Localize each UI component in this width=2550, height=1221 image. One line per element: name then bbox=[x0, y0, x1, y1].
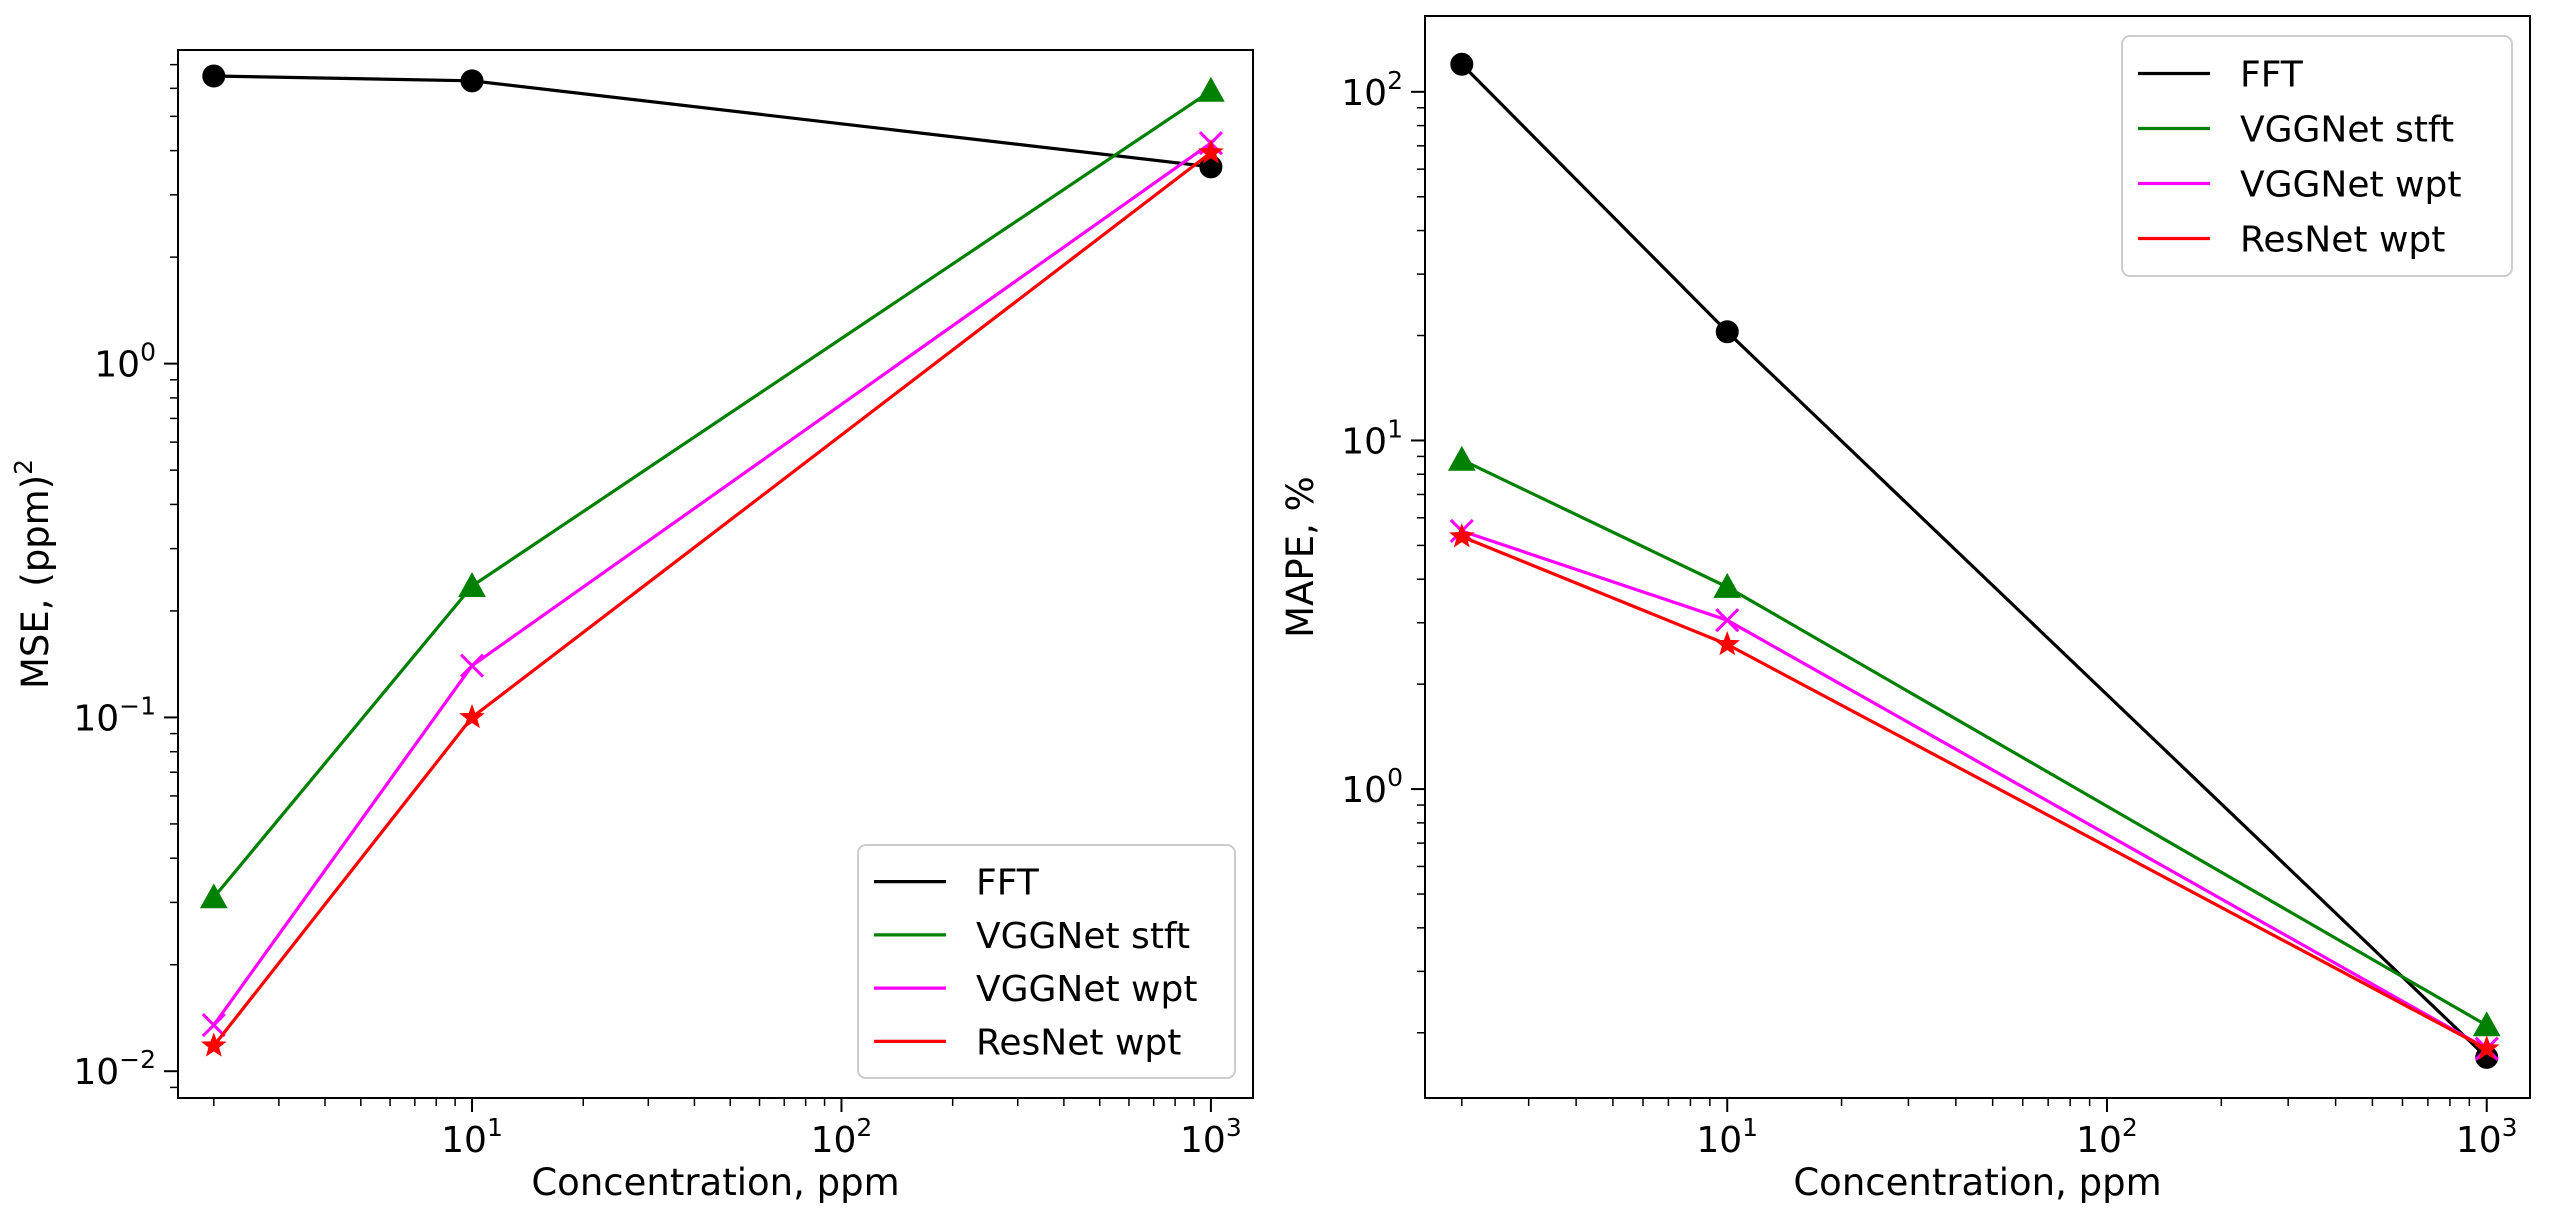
data-point-vggnet-wpt bbox=[201, 1013, 226, 1038]
x-axis-label: Concentration, ppm bbox=[1793, 1161, 2161, 1204]
data-point-resnet-wpt bbox=[1714, 630, 1740, 656]
y-tick-label: 100 bbox=[94, 338, 156, 386]
data-point-resnet-wpt bbox=[201, 1032, 227, 1057]
y-tick-label: 102 bbox=[1341, 66, 1403, 114]
series-vggnet-wpt bbox=[1449, 518, 2499, 1061]
axes-frame bbox=[177, 49, 1254, 1099]
data-point-vggnet-stft bbox=[2472, 1011, 2501, 1037]
x-tick-label: 102 bbox=[2076, 1113, 2138, 1161]
legend-label-vggnet-stft: VGGNet stft bbox=[2240, 110, 2454, 151]
series-line-vggnet-stft bbox=[1461, 458, 2488, 1027]
y-tick-label: 101 bbox=[1341, 414, 1403, 462]
legend-label-fft: FFT bbox=[2240, 55, 2304, 96]
series-vggnet-wpt bbox=[201, 131, 1223, 1038]
data-point-vggnet-wpt bbox=[459, 653, 485, 678]
series-line-resnet-wpt bbox=[1461, 535, 2488, 1051]
legend-label-resnet-wpt: ResNet wpt bbox=[976, 1022, 1181, 1063]
legend: FFT VGGNet stft VGGNet wpt ResNet wpt bbox=[2121, 35, 2513, 277]
x-tick-label: 103 bbox=[2456, 1113, 2518, 1161]
series-fft bbox=[202, 64, 1223, 179]
y-axis-label: MAPE, % bbox=[1279, 476, 1322, 638]
data-point-vggnet-stft bbox=[458, 572, 486, 598]
x-tick-label: 102 bbox=[811, 1113, 873, 1161]
legend-label-resnet-wpt: ResNet wpt bbox=[2240, 220, 2445, 261]
x-tick-label: 101 bbox=[441, 1113, 503, 1161]
legend-label-vggnet-stft: VGGNet stft bbox=[976, 916, 1190, 957]
series-resnet-wpt bbox=[1449, 523, 2500, 1060]
series-line-vggnet-wpt bbox=[1461, 529, 2488, 1051]
data-point-fft bbox=[1715, 320, 1739, 344]
x-tick-label: 103 bbox=[1180, 1113, 1242, 1161]
series-vggnet-stft bbox=[1447, 445, 2501, 1037]
legend-box bbox=[857, 844, 1236, 1079]
data-point-resnet-wpt bbox=[459, 703, 485, 729]
x-tick-label: 101 bbox=[1696, 1113, 1758, 1161]
data-point-fft bbox=[460, 69, 484, 93]
legend: FFT VGGNet stft VGGNet wpt ResNet wpt bbox=[857, 844, 1236, 1079]
data-point-vggnet-wpt bbox=[1715, 608, 1740, 633]
data-point-vggnet-stft bbox=[199, 883, 228, 909]
data-point-vggnet-stft bbox=[1713, 572, 1742, 598]
data-point-fft bbox=[202, 64, 226, 88]
legend-label-vggnet-wpt: VGGNet wpt bbox=[976, 969, 1197, 1010]
series-line-fft bbox=[213, 74, 1212, 169]
axes-frame bbox=[1424, 15, 2531, 1099]
data-point-vggnet-stft bbox=[1447, 445, 1476, 471]
data-point-resnet-wpt bbox=[1198, 139, 1224, 164]
data-point-resnet-wpt bbox=[1449, 523, 1475, 548]
y-tick-label: 100 bbox=[1341, 763, 1403, 811]
data-point-resnet-wpt bbox=[2473, 1035, 2500, 1060]
legend-box bbox=[2121, 35, 2513, 277]
y-tick-label: 10−2 bbox=[73, 1045, 156, 1093]
legend-label-fft: FFT bbox=[976, 863, 1040, 904]
y-tick-label: 10−1 bbox=[73, 691, 156, 739]
data-point-vggnet-stft bbox=[1197, 76, 1225, 102]
legend-label-vggnet-wpt: VGGNet wpt bbox=[2240, 165, 2461, 206]
data-point-fft bbox=[1450, 52, 1474, 76]
x-axis-label: Concentration, ppm bbox=[531, 1161, 899, 1204]
y-axis-label: MSE, (ppm)2 bbox=[9, 459, 57, 689]
series-vggnet-stft bbox=[199, 76, 1225, 909]
series-resnet-wpt bbox=[201, 139, 1224, 1057]
chart-panel-1: 101 102 103 10−2 10−1 100 Concentration, ppm MS… bbox=[9, 49, 1254, 1204]
